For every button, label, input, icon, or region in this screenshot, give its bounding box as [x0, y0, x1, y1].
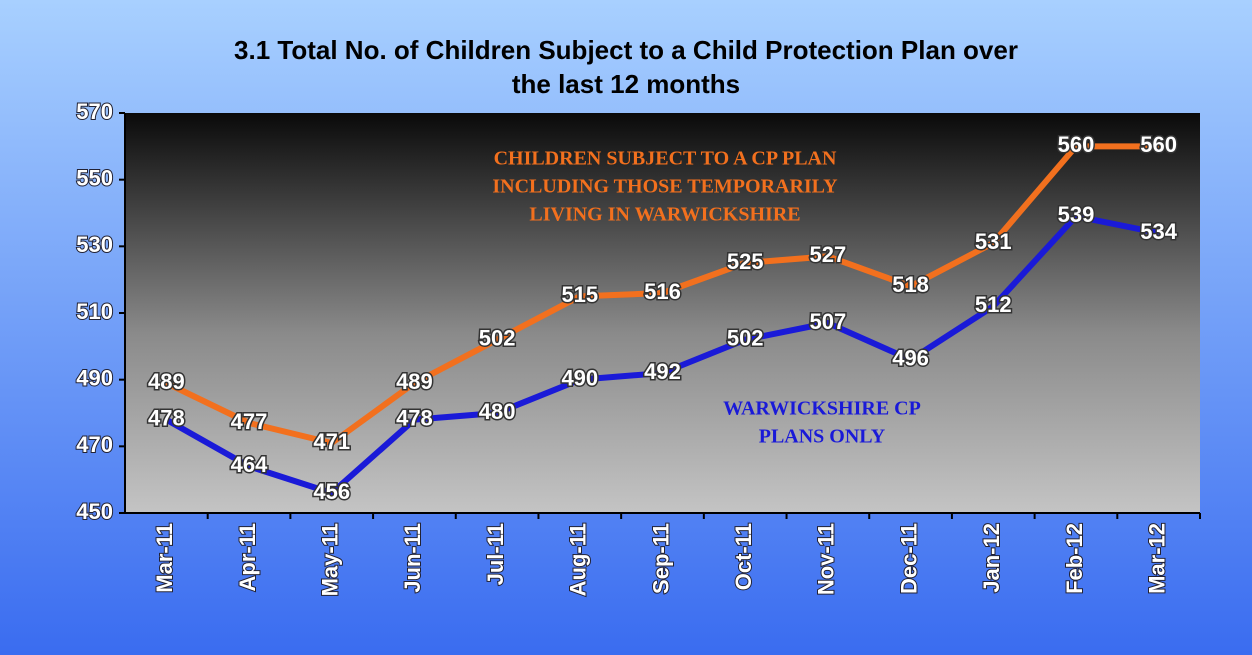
data-label: 560 [1140, 132, 1177, 157]
x-tick-label: Dec-11 [896, 523, 921, 594]
y-tick-label: 570 [76, 99, 113, 124]
x-tick-label: Jan-12 [979, 523, 1004, 593]
data-label: 525 [727, 249, 764, 274]
annotation: INCLUDING THOSE TEMPORARILY [492, 176, 838, 198]
data-label: 534 [1140, 219, 1177, 244]
data-label: 478 [148, 405, 185, 430]
chart-title: the last 12 months [512, 69, 740, 99]
annotation: PLANS ONLY [759, 426, 886, 448]
data-label: 464 [231, 452, 268, 477]
x-tick-label: Jul-11 [483, 523, 508, 585]
annotation: WARWICKSHIRE CP [723, 398, 921, 420]
series-line [165, 143, 1159, 446]
x-tick-label: Mar-11 [152, 523, 177, 593]
data-label: 480 [479, 399, 516, 424]
data-label: 456 [313, 479, 350, 504]
data-label: 539 [1058, 202, 1095, 227]
data-label: 471 [313, 429, 350, 454]
chart-title: 3.1 Total No. of Children Subject to a C… [234, 35, 1018, 65]
y-tick-label: 530 [76, 232, 113, 257]
data-label: 502 [727, 325, 764, 350]
x-tick-label: Feb-12 [1062, 523, 1087, 594]
data-label: 496 [892, 345, 929, 370]
data-label: 478 [396, 405, 433, 430]
data-label: 477 [231, 409, 268, 434]
data-label: 507 [810, 309, 847, 334]
y-tick-label: 490 [76, 365, 113, 390]
plot-area [125, 113, 1200, 513]
data-label: 531 [975, 229, 1012, 254]
x-tick-label: Aug-11 [566, 523, 591, 596]
x-tick-label: May-11 [318, 523, 343, 596]
data-label: 518 [892, 272, 929, 297]
data-label: 490 [561, 365, 598, 390]
data-label: 516 [644, 279, 681, 304]
y-tick-label: 550 [76, 165, 113, 190]
series-line [164, 213, 1160, 496]
x-tick-label: Nov-11 [814, 523, 839, 595]
data-label: 512 [975, 292, 1012, 317]
y-tick-label: 510 [76, 299, 113, 324]
x-tick-label: Apr-11 [235, 523, 260, 591]
data-label: 560 [1058, 132, 1095, 157]
data-label: 515 [561, 282, 598, 307]
x-tick-label: Sep-11 [648, 523, 673, 594]
data-label: 492 [644, 359, 681, 384]
x-tick-label: Oct-11 [731, 523, 756, 590]
x-tick-label: Jun-11 [400, 523, 425, 593]
data-label: 489 [148, 369, 185, 394]
data-label: 527 [810, 242, 847, 267]
annotation: CHILDREN SUBJECT TO A CP PLAN [494, 148, 837, 170]
y-tick-label: 450 [76, 499, 113, 524]
data-label: 502 [479, 325, 516, 350]
data-label: 489 [396, 369, 433, 394]
y-tick-label: 470 [76, 432, 113, 457]
x-tick-label: Mar-12 [1144, 523, 1169, 594]
annotation: LIVING IN WARWICKSHIRE [529, 204, 800, 226]
